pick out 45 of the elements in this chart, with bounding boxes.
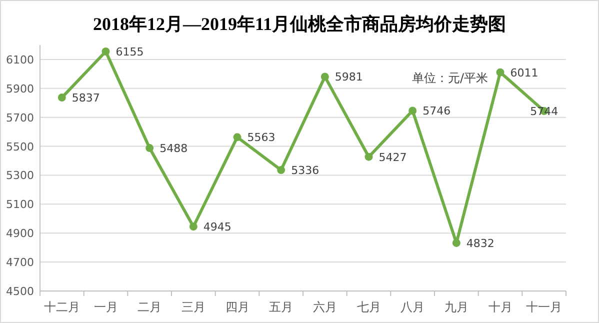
x-tick-label: 五月 — [269, 300, 294, 314]
annotation: 单位：元/平米 — [412, 71, 488, 85]
x-tick-label: 十月 — [488, 300, 512, 314]
x-tick-label: 三月 — [181, 300, 206, 314]
y-tick-label: 4500 — [6, 285, 34, 298]
data-label: 6155 — [116, 46, 144, 59]
point — [408, 106, 417, 115]
point — [364, 152, 373, 161]
point — [496, 68, 504, 76]
chart-title: 2018年12月—2019年11月仙桃全市商品房均价走势图 — [92, 14, 506, 34]
data-label: 4832 — [466, 236, 494, 250]
x-tick-label: 二月 — [138, 300, 162, 314]
point — [58, 94, 66, 102]
y-tick-label: 4900 — [6, 227, 34, 240]
data-label: 5336 — [291, 164, 320, 178]
y-tick-label: 5900 — [6, 82, 34, 96]
point — [320, 72, 329, 81]
y-tick-label: 5500 — [6, 140, 34, 154]
point — [277, 166, 286, 174]
y-tick-label: 5100 — [6, 198, 34, 212]
x-tick-label: 六月 — [312, 300, 337, 314]
y-tick-label: 5300 — [6, 169, 34, 182]
data-label: 5427 — [378, 150, 407, 164]
data-label: 5837 — [72, 92, 100, 105]
data-label: 5488 — [160, 142, 188, 156]
x-tick-label: 一月 — [94, 300, 118, 314]
data-label: 6011 — [510, 66, 538, 80]
point — [102, 48, 110, 56]
y-tick-label: 4700 — [6, 256, 34, 270]
data-label: 4945 — [203, 220, 232, 234]
y-tick-label: 5700 — [6, 111, 34, 124]
x-tick-label: 八月 — [400, 300, 425, 314]
point — [233, 133, 242, 142]
point — [189, 222, 198, 231]
data-label: 5746 — [422, 104, 451, 118]
point — [452, 238, 460, 247]
x-tick-label: 七月 — [356, 300, 381, 314]
x-tick-label: 四月 — [225, 300, 250, 314]
x-tick-label: 十二月 — [44, 300, 80, 314]
x-tick-label: 九月 — [444, 300, 468, 314]
data-label: 5563 — [247, 131, 276, 144]
y-tick-label: 6100 — [6, 53, 34, 66]
data-label: 5981 — [334, 70, 363, 84]
x-tick-label: 十一月 — [526, 300, 562, 314]
point — [146, 144, 154, 152]
